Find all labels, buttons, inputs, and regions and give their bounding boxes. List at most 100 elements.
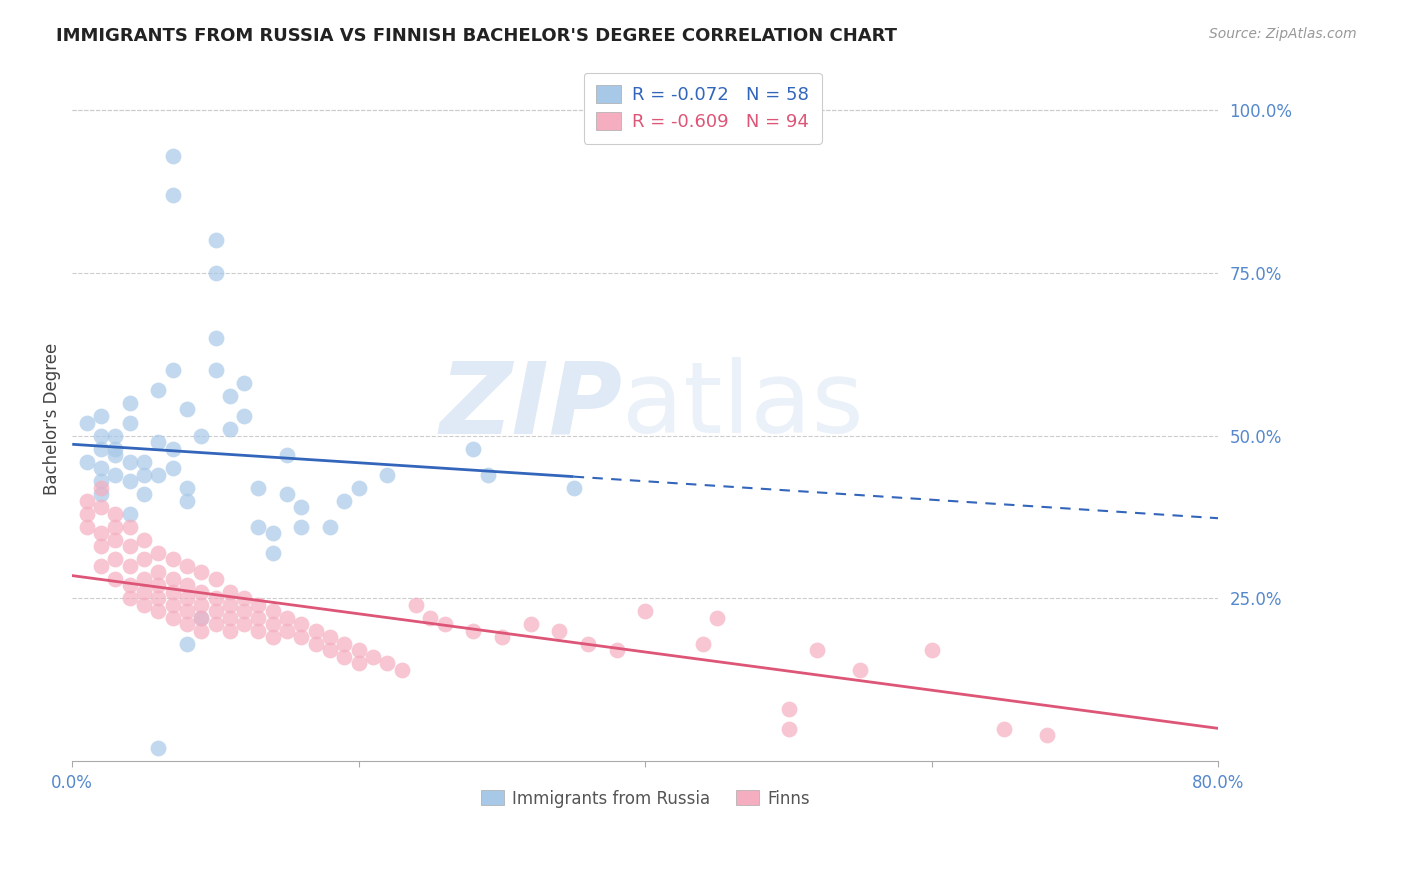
Point <box>190 624 212 638</box>
Point <box>391 663 413 677</box>
Point <box>190 566 212 580</box>
Point <box>162 442 184 456</box>
Point <box>148 546 170 560</box>
Point <box>233 409 256 423</box>
Point <box>305 637 328 651</box>
Point <box>333 637 356 651</box>
Point <box>176 604 198 618</box>
Point <box>162 148 184 162</box>
Point <box>333 649 356 664</box>
Point <box>290 519 312 533</box>
Point <box>204 617 226 632</box>
Point <box>90 539 112 553</box>
Point <box>176 591 198 606</box>
Point <box>118 539 141 553</box>
Point <box>118 454 141 468</box>
Point <box>692 637 714 651</box>
Point <box>132 552 155 566</box>
Point <box>148 383 170 397</box>
Point <box>463 624 485 638</box>
Point <box>233 604 256 618</box>
Point <box>247 598 270 612</box>
Point <box>104 519 127 533</box>
Point <box>176 558 198 573</box>
Text: ZIP: ZIP <box>440 357 623 454</box>
Point <box>162 611 184 625</box>
Point <box>319 519 342 533</box>
Point <box>162 187 184 202</box>
Point <box>118 519 141 533</box>
Point <box>204 266 226 280</box>
Point <box>118 558 141 573</box>
Point <box>132 572 155 586</box>
Point <box>806 643 828 657</box>
Point <box>218 584 240 599</box>
Point <box>104 533 127 547</box>
Point <box>377 467 399 482</box>
Point <box>118 591 141 606</box>
Point <box>576 637 599 651</box>
Point <box>419 611 441 625</box>
Point <box>204 233 226 247</box>
Point <box>247 611 270 625</box>
Point <box>104 552 127 566</box>
Point <box>921 643 943 657</box>
Point <box>290 500 312 515</box>
Point <box>76 454 98 468</box>
Point <box>176 578 198 592</box>
Point <box>247 481 270 495</box>
Point <box>262 631 284 645</box>
Point <box>76 493 98 508</box>
Point <box>361 649 384 664</box>
Point <box>132 487 155 501</box>
Point <box>148 578 170 592</box>
Point <box>90 428 112 442</box>
Point <box>333 493 356 508</box>
Point <box>90 481 112 495</box>
Point <box>204 331 226 345</box>
Point <box>233 591 256 606</box>
Point <box>176 481 198 495</box>
Point <box>218 422 240 436</box>
Point <box>519 617 541 632</box>
Point <box>76 416 98 430</box>
Point <box>262 546 284 560</box>
Point <box>176 402 198 417</box>
Point <box>132 467 155 482</box>
Point <box>104 467 127 482</box>
Point <box>148 435 170 450</box>
Point <box>162 461 184 475</box>
Point <box>190 611 212 625</box>
Point <box>162 363 184 377</box>
Point <box>405 598 427 612</box>
Point <box>463 442 485 456</box>
Point <box>132 584 155 599</box>
Point <box>634 604 657 618</box>
Point <box>90 461 112 475</box>
Point <box>262 526 284 541</box>
Point <box>262 617 284 632</box>
Point <box>148 741 170 756</box>
Point <box>90 474 112 488</box>
Y-axis label: Bachelor's Degree: Bachelor's Degree <box>44 343 60 495</box>
Point <box>176 617 198 632</box>
Point <box>76 507 98 521</box>
Point <box>276 624 298 638</box>
Point <box>90 500 112 515</box>
Point <box>377 657 399 671</box>
Point <box>606 643 628 657</box>
Point <box>104 507 127 521</box>
Point <box>132 454 155 468</box>
Point <box>706 611 728 625</box>
Point <box>162 598 184 612</box>
Point <box>1035 728 1057 742</box>
Point <box>118 578 141 592</box>
Point <box>993 722 1015 736</box>
Point <box>104 572 127 586</box>
Point <box>562 481 585 495</box>
Point <box>233 376 256 391</box>
Point <box>190 584 212 599</box>
Point <box>176 637 198 651</box>
Text: atlas: atlas <box>623 357 865 454</box>
Point <box>290 617 312 632</box>
